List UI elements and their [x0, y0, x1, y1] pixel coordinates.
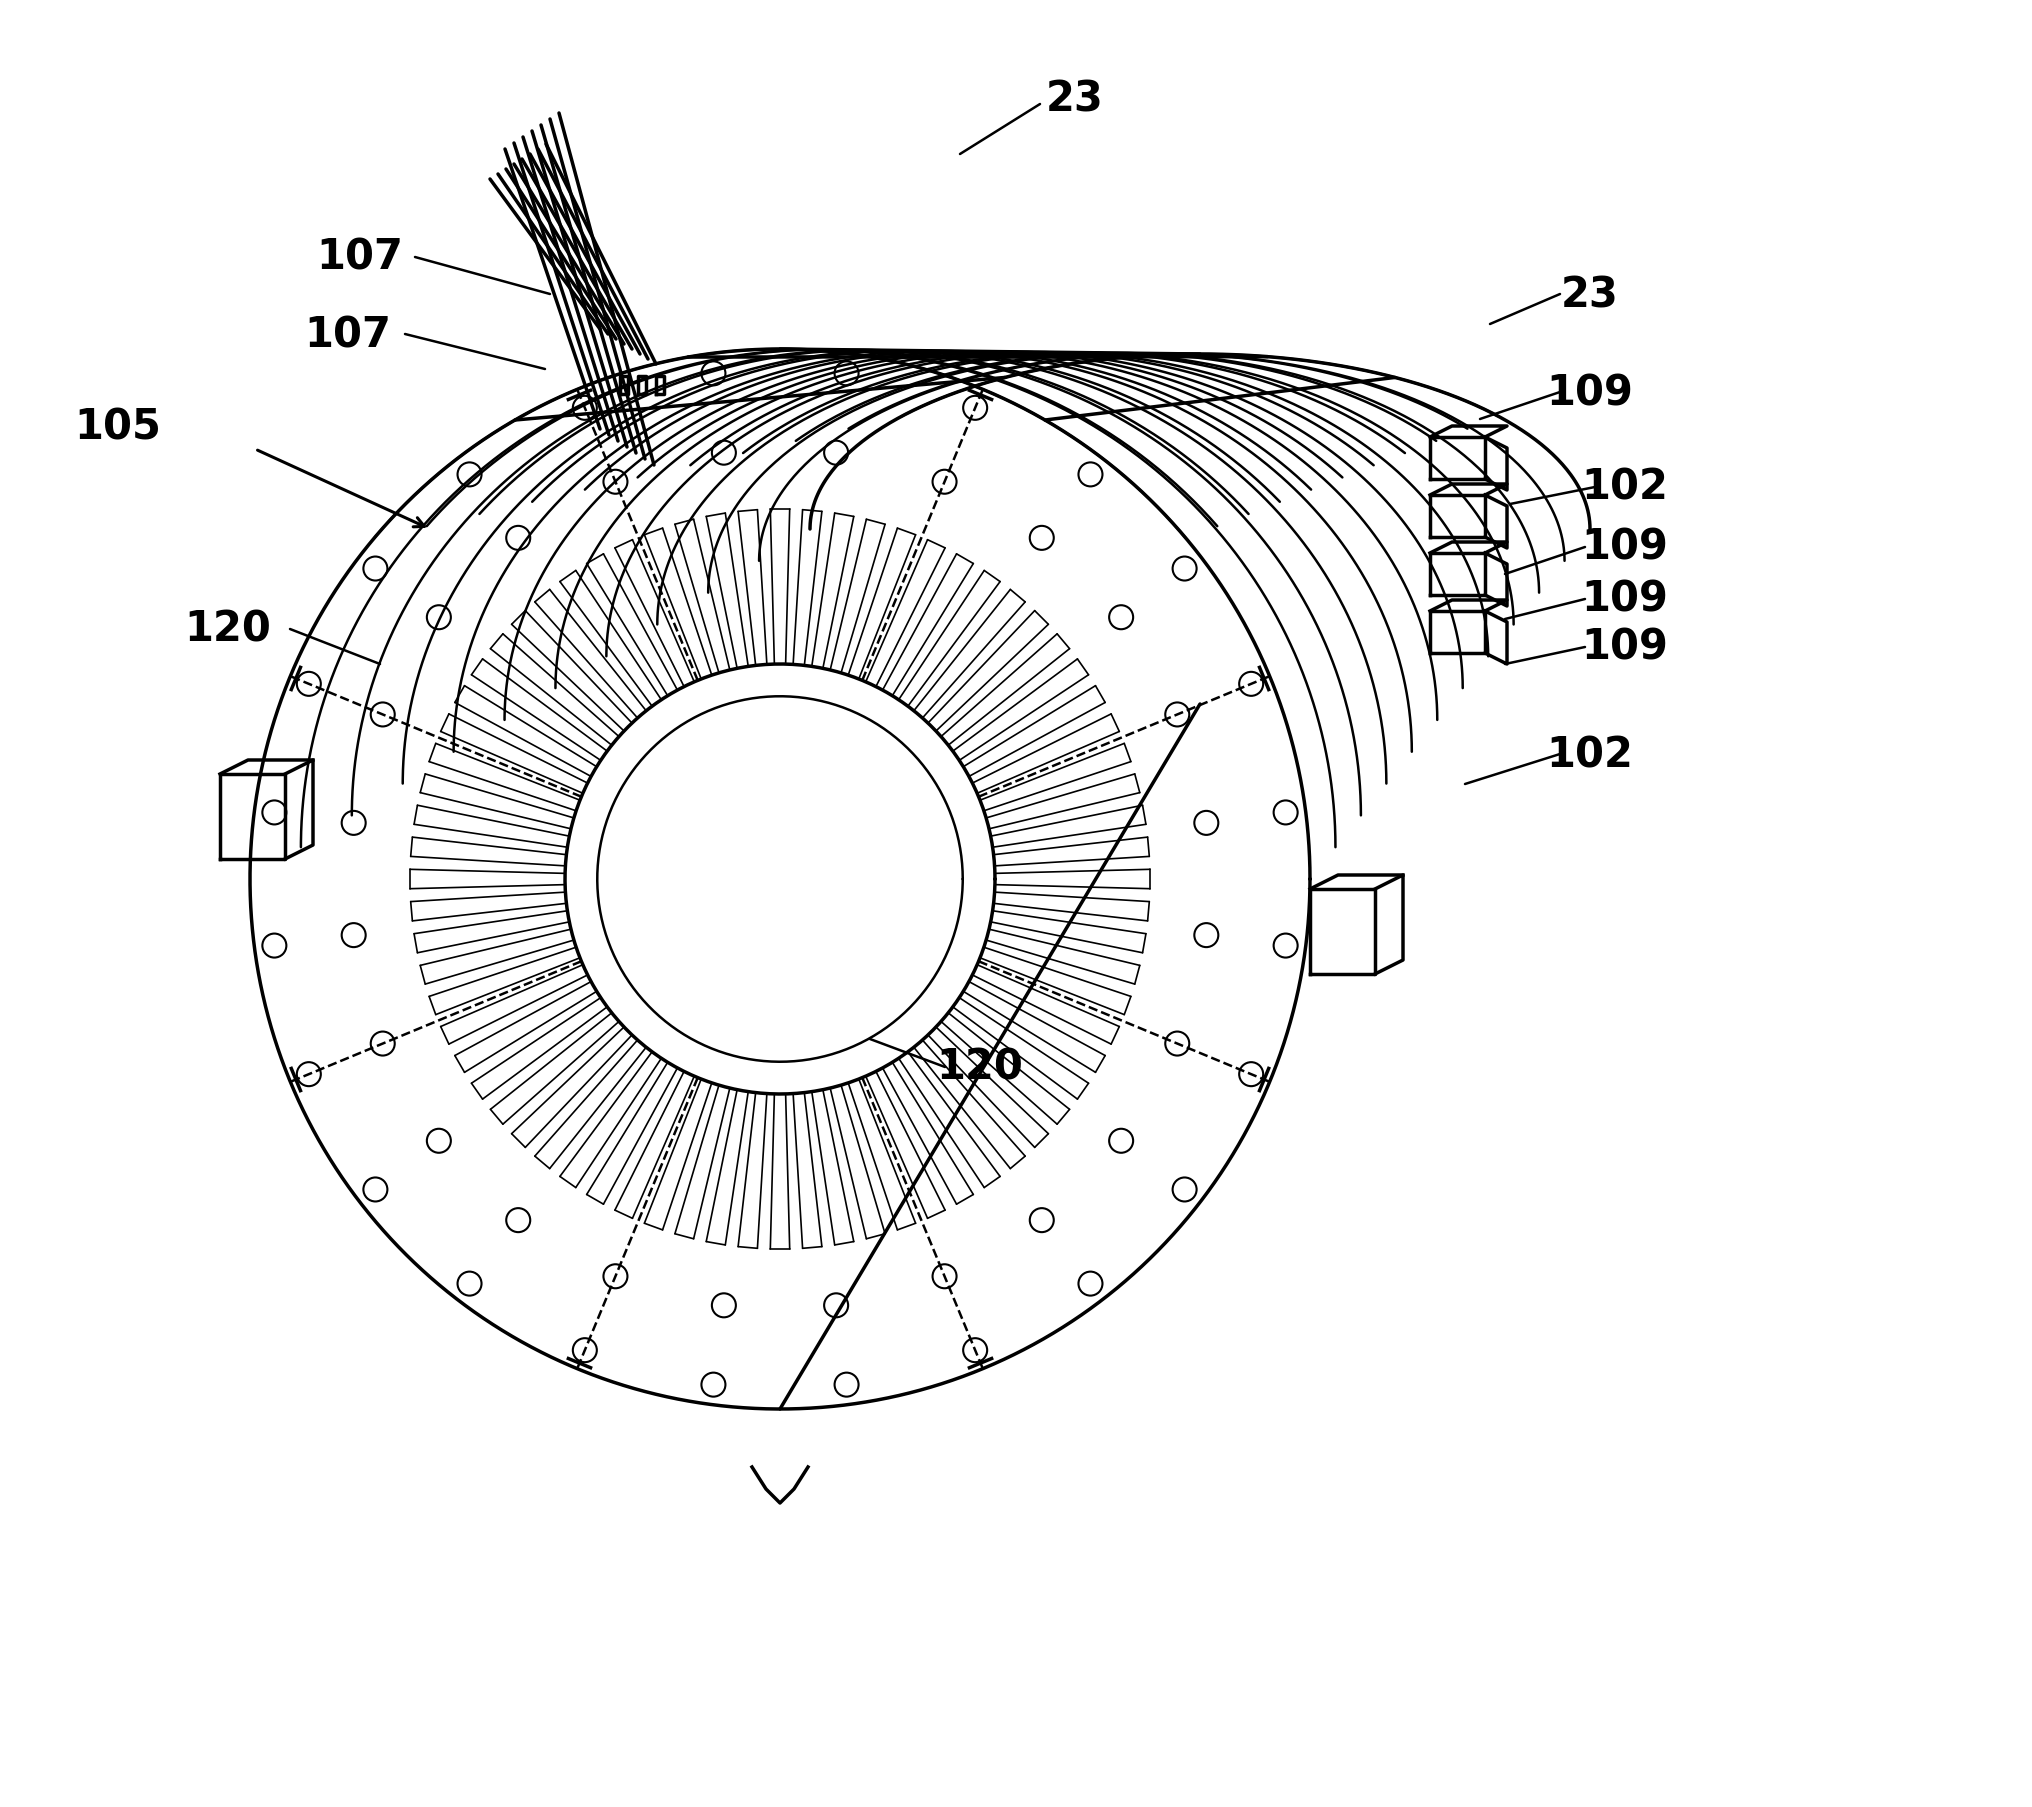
Text: 109: 109 [1581, 526, 1668, 569]
Text: 107: 107 [305, 314, 392, 356]
Text: 23: 23 [1046, 80, 1103, 121]
Text: 102: 102 [1546, 734, 1634, 775]
Text: 107: 107 [317, 237, 404, 278]
Text: 120: 120 [185, 609, 272, 651]
Text: 102: 102 [1581, 466, 1668, 510]
Text: 109: 109 [1581, 627, 1668, 669]
Text: 109: 109 [1546, 372, 1634, 414]
Text: 105: 105 [75, 407, 161, 448]
Text: 23: 23 [1561, 275, 1620, 316]
Text: 120: 120 [937, 1046, 1024, 1088]
Text: 109: 109 [1581, 578, 1668, 620]
